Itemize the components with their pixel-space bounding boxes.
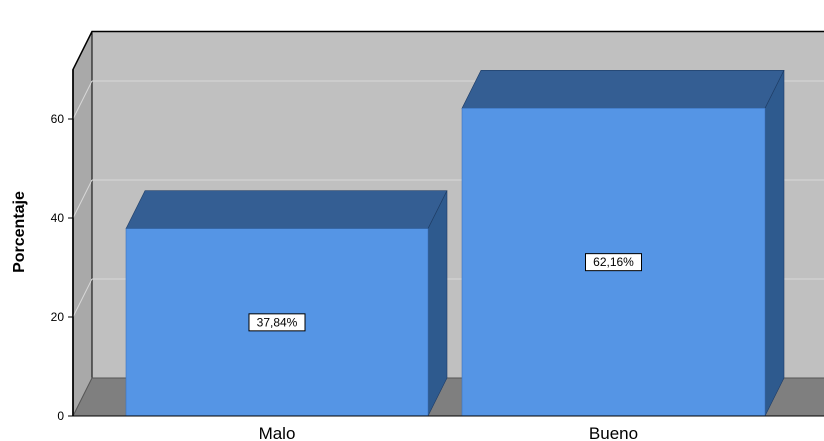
data-label-box: [248, 313, 306, 332]
bar-top-face: [125, 190, 448, 229]
y-tick-label: 40: [51, 211, 65, 225]
y-axis: 0 20 40 60: [51, 69, 74, 423]
bar-top-face: [461, 70, 785, 109]
data-label: 37,84%: [257, 315, 298, 329]
x-tick-label: Bueno: [589, 424, 638, 441]
y-tick-label: 20: [51, 310, 65, 324]
y-tick-label: 60: [51, 112, 65, 126]
bar-side-face: [764, 70, 785, 417]
bar-side-face: [427, 190, 448, 417]
x-axis: Malo Bueno: [73, 415, 824, 441]
gridline-side: [72, 278, 93, 318]
gridline-side: [72, 179, 93, 219]
side-wall: [73, 31, 92, 416]
y-tick-label: 0: [57, 409, 64, 423]
y-axis-label: Porcentaje: [11, 191, 28, 273]
data-label-box: [585, 253, 642, 272]
gridline-side: [72, 80, 93, 120]
bars: 37,84% 62,16%: [125, 70, 785, 417]
data-label: 62,16%: [593, 255, 634, 269]
x-tick-label: Malo: [259, 424, 296, 441]
